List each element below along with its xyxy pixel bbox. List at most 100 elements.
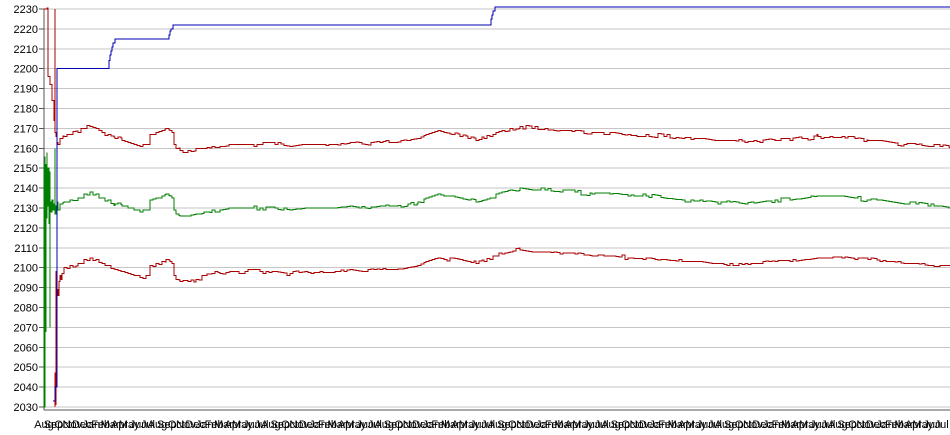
x-axis-label: Jun: [697, 419, 715, 431]
series-upper-bound-line: [44, 7, 950, 153]
x-axis-label: Nov: [63, 419, 83, 431]
x-axis-label: Jul: [368, 419, 382, 431]
series-lower-bound-line: [54, 247, 950, 407]
y-axis-labels: 2030 2040 2050 2060 2070 2080 2090 2100 2110 2120…: [14, 4, 38, 414]
x-axis-label: Jun: [130, 419, 148, 431]
x-axis-label: May: [232, 419, 253, 431]
x-axis-label: Mar: [668, 419, 687, 431]
x-axis-label: May: [459, 419, 480, 431]
x-axis-label: May: [799, 419, 820, 431]
y-axis-label: 2040: [14, 382, 38, 394]
x-axis-label: Jun: [583, 419, 601, 431]
x-axis-label: Feb: [658, 419, 677, 431]
x-axis-label: Aug: [34, 419, 54, 431]
x-axis-label: Sep: [44, 419, 64, 431]
x-axis-label: Dec: [185, 419, 205, 431]
x-axis-label: Dec: [526, 419, 546, 431]
x-axis-label: May: [912, 419, 933, 431]
y-axis-label: 2170: [14, 123, 38, 135]
y-axis-label: 2050: [14, 362, 38, 374]
x-axis-label: Mar: [327, 419, 346, 431]
y-axis-label: 2190: [14, 84, 38, 96]
x-axis-label: Oct: [508, 419, 525, 431]
x-axis-label: Feb: [205, 419, 224, 431]
x-axis-month-labels: AugSepOctNovDecJanFebMarAprMayJunJulAugS…: [34, 419, 949, 431]
y-axis-label: 2220: [14, 24, 38, 36]
x-axis-label: Jan: [423, 419, 441, 431]
x-axis-label: Dec: [866, 419, 886, 431]
x-axis-label: Oct: [281, 419, 298, 431]
x-axis-label: Oct: [168, 419, 185, 431]
x-axis-label: Jul: [254, 419, 268, 431]
x-axis-label: May: [345, 419, 366, 431]
x-axis-label: May: [119, 419, 140, 431]
x-axis-label: Jan: [763, 419, 781, 431]
x-axis-label: Nov: [516, 419, 536, 431]
x-axis-label: Apr: [791, 419, 808, 431]
x-axis-label: Apr: [451, 419, 468, 431]
x-axis-label: Oct: [395, 419, 412, 431]
x-axis-label: Dec: [412, 419, 432, 431]
x-axis-label: Jul: [935, 419, 949, 431]
x-axis-label: Apr: [224, 419, 241, 431]
y-axis-label: 2130: [14, 203, 38, 215]
x-axis-label: Feb: [431, 419, 450, 431]
x-axis-label: Dec: [299, 419, 319, 431]
x-axis-label: Mar: [781, 419, 800, 431]
x-axis-label: Dec: [639, 419, 659, 431]
y-axis-ticks: [39, 8, 44, 408]
x-axis-label: Nov: [176, 419, 196, 431]
x-axis-label: Aug: [715, 419, 735, 431]
x-axis-label: Nov: [630, 419, 650, 431]
x-axis-label: Feb: [91, 419, 110, 431]
x-axis-label: Jun: [810, 419, 828, 431]
y-axis-label: 2160: [14, 143, 38, 155]
x-axis-label: Jan: [196, 419, 214, 431]
x-axis-label: Jan: [649, 419, 667, 431]
y-axis-label: 2180: [14, 104, 38, 116]
y-axis-label: 2150: [14, 163, 38, 175]
x-axis-label: Aug: [828, 419, 848, 431]
y-axis-label: 2090: [14, 283, 38, 295]
x-axis-label: Jun: [243, 419, 261, 431]
x-axis-label: Jan: [309, 419, 327, 431]
x-axis-label: May: [686, 419, 707, 431]
x-axis-label: Sep: [157, 419, 177, 431]
x-axis-label: Sep: [271, 419, 291, 431]
y-axis-label: 2210: [14, 44, 38, 56]
x-axis-label: Dec: [752, 419, 772, 431]
x-axis-label: Aug: [261, 419, 281, 431]
x-axis-label: Mar: [554, 419, 573, 431]
x-axis-label: Nov: [856, 419, 876, 431]
x-axis-label: Sep: [497, 419, 517, 431]
x-axis-label: May: [572, 419, 593, 431]
x-axis-label: Mar: [101, 419, 120, 431]
y-axis-label: 2080: [14, 303, 38, 315]
y-axis-label: 2110: [14, 243, 38, 255]
x-axis-label: Jul: [481, 419, 495, 431]
x-axis-label: Jul: [594, 419, 608, 431]
x-axis-label: Aug: [488, 419, 508, 431]
gridlines: [44, 8, 950, 408]
x-axis-label: Apr: [338, 419, 355, 431]
x-axis-label: Dec: [72, 419, 92, 431]
x-axis-label: Sep: [724, 419, 744, 431]
x-axis-label: Feb: [545, 419, 564, 431]
y-axis-label: 2120: [14, 223, 38, 235]
y-axis-label: 2200: [14, 64, 38, 76]
x-axis-label: Jul: [821, 419, 835, 431]
y-axis-label: 2070: [14, 322, 38, 334]
x-axis-label: Jul: [708, 419, 722, 431]
x-axis-label: Feb: [772, 419, 791, 431]
x-axis-label: Jan: [82, 419, 100, 431]
y-axis-label: 2230: [14, 4, 38, 16]
x-axis-label: Aug: [148, 419, 168, 431]
x-axis-label: Sep: [384, 419, 404, 431]
y-axis-label: 2030: [14, 402, 38, 414]
x-axis-label: Jul: [141, 419, 155, 431]
y-axis-label: 2100: [14, 263, 38, 275]
x-axis-label: Oct: [848, 419, 865, 431]
x-axis-label: Feb: [318, 419, 337, 431]
x-axis-label: Oct: [735, 419, 752, 431]
